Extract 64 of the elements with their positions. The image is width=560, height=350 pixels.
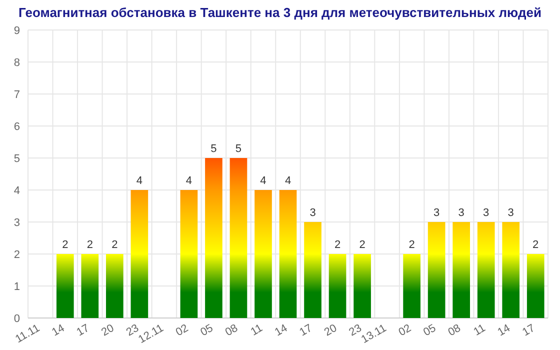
data-label: 4 [136,175,142,187]
bar [56,254,74,318]
y-tick-label: 2 [14,249,20,261]
data-label: 2 [359,239,366,251]
x-tick-label: 05 [198,322,216,339]
bar [403,254,420,318]
data-label: 4 [260,175,266,187]
bar [106,254,124,318]
bar [81,254,99,318]
y-tick-label: 7 [14,89,20,101]
y-tick-label: 0 [14,313,20,325]
data-label: 5 [210,143,217,155]
y-tick-label: 1 [14,281,20,293]
data-label: 3 [434,207,440,219]
bar [452,222,470,318]
data-label: 5 [235,143,242,155]
x-tick-label: 11 [248,322,265,338]
chart-title: Геомагнитная обстановка в Ташкенте на 3 дня для метеочувствительных людей [18,5,542,20]
data-label: 2 [62,239,68,251]
y-tick-label: 6 [14,121,20,133]
data-label: 3 [310,207,316,219]
bar [526,254,544,318]
bar [180,190,198,318]
bar [428,222,446,318]
data-label: 2 [86,239,93,251]
x-tick-label: 05 [421,322,438,339]
x-tick-label: 11.11 [13,322,42,346]
data-label: 2 [408,239,415,251]
x-tick-label: 17 [298,322,314,339]
bar [477,222,495,318]
bar [279,190,297,318]
data-label: 2 [334,239,341,251]
x-tick-label: 20 [100,322,116,339]
x-tick-label: 02 [396,322,414,339]
data-label: 3 [508,207,514,219]
x-tick-label: 02 [174,322,190,339]
data-label: 4 [284,175,292,187]
y-tick-label: 9 [14,25,20,37]
bar [205,158,222,318]
data-label: 3 [483,207,490,219]
bar [328,254,346,318]
bar [130,190,148,318]
x-tick-label: 14 [496,322,512,339]
x-tick-label: 20 [322,322,340,339]
x-tick-label: 14 [50,322,67,339]
x-tick-label: 11 [472,322,488,338]
data-label: 2 [532,239,539,251]
bar [254,190,272,318]
bar [354,254,371,318]
x-tick-label: 14 [272,322,290,339]
data-label: 3 [458,207,464,219]
data-label: 2 [112,239,118,251]
bar [230,158,248,318]
x-tick-label: 08 [223,322,240,339]
y-tick-label: 4 [14,185,20,197]
data-label: 4 [186,175,192,187]
x-tick-label: 08 [446,322,463,339]
y-tick-label: 5 [14,153,20,165]
bar [304,222,322,318]
x-tick-label: 17 [74,322,92,339]
x-tick-label: 17 [520,322,538,339]
y-tick-label: 8 [14,57,20,69]
y-tick-label: 3 [14,217,20,229]
bar [502,222,520,318]
